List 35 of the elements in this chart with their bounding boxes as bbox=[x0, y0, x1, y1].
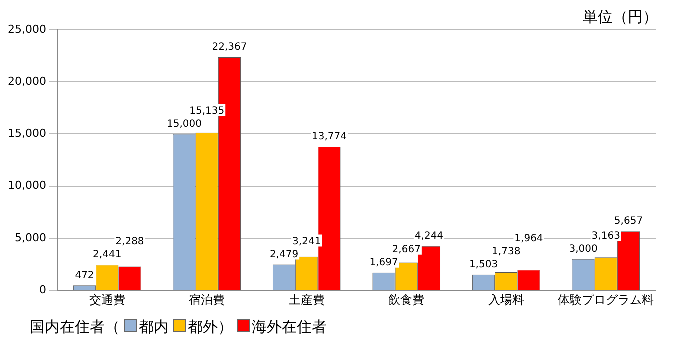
data-label: 22,367 bbox=[212, 42, 248, 54]
x-tick-label: 交通費 bbox=[89, 292, 126, 307]
legend-label: 都外） bbox=[187, 318, 233, 337]
data-label: 1,503 bbox=[469, 260, 498, 271]
y-tick-label: 20,000 bbox=[8, 74, 46, 88]
y-tick-label: 15,000 bbox=[8, 127, 46, 140]
data-label: 3,000 bbox=[569, 244, 598, 255]
y-tick-label: 5,000 bbox=[14, 231, 46, 244]
data-label: 472 bbox=[75, 270, 94, 282]
legend-title: 国内在住者（ bbox=[30, 318, 120, 337]
legend-label: 都内 bbox=[138, 318, 169, 337]
data-label: 5,657 bbox=[614, 216, 644, 228]
data-label: 3,241 bbox=[292, 236, 322, 248]
x-tick-label: 飲食費 bbox=[388, 292, 425, 307]
y-tick-label: 0 bbox=[39, 283, 46, 296]
data-label: 2,479 bbox=[270, 249, 299, 260]
legend-label: 海外在住者 bbox=[251, 318, 327, 337]
y-tick-label: 10,000 bbox=[8, 179, 46, 192]
data-label: 13,774 bbox=[312, 132, 347, 143]
data-label: 2,441 bbox=[93, 250, 122, 261]
data-label: 15,135 bbox=[190, 106, 225, 117]
data-label: 1,697 bbox=[370, 258, 398, 269]
y-tick-label: 25,000 bbox=[8, 22, 46, 36]
data-label: 4,244 bbox=[414, 230, 444, 242]
data-label: 2,667 bbox=[392, 244, 421, 256]
data-label: 2,288 bbox=[116, 236, 144, 248]
x-tick-label: 入場料 bbox=[488, 292, 524, 307]
x-tick-label: 体験プログラム料 bbox=[558, 292, 654, 307]
data-label: 15,000 bbox=[167, 118, 202, 130]
data-label: 3,163 bbox=[592, 230, 620, 242]
data-label: 1,964 bbox=[514, 234, 544, 245]
x-tick-label: 宿泊費 bbox=[189, 292, 226, 307]
text: 単位（円） bbox=[583, 8, 658, 27]
x-tick-label: 土産費 bbox=[288, 292, 325, 307]
data-label: 1,738 bbox=[492, 246, 521, 258]
